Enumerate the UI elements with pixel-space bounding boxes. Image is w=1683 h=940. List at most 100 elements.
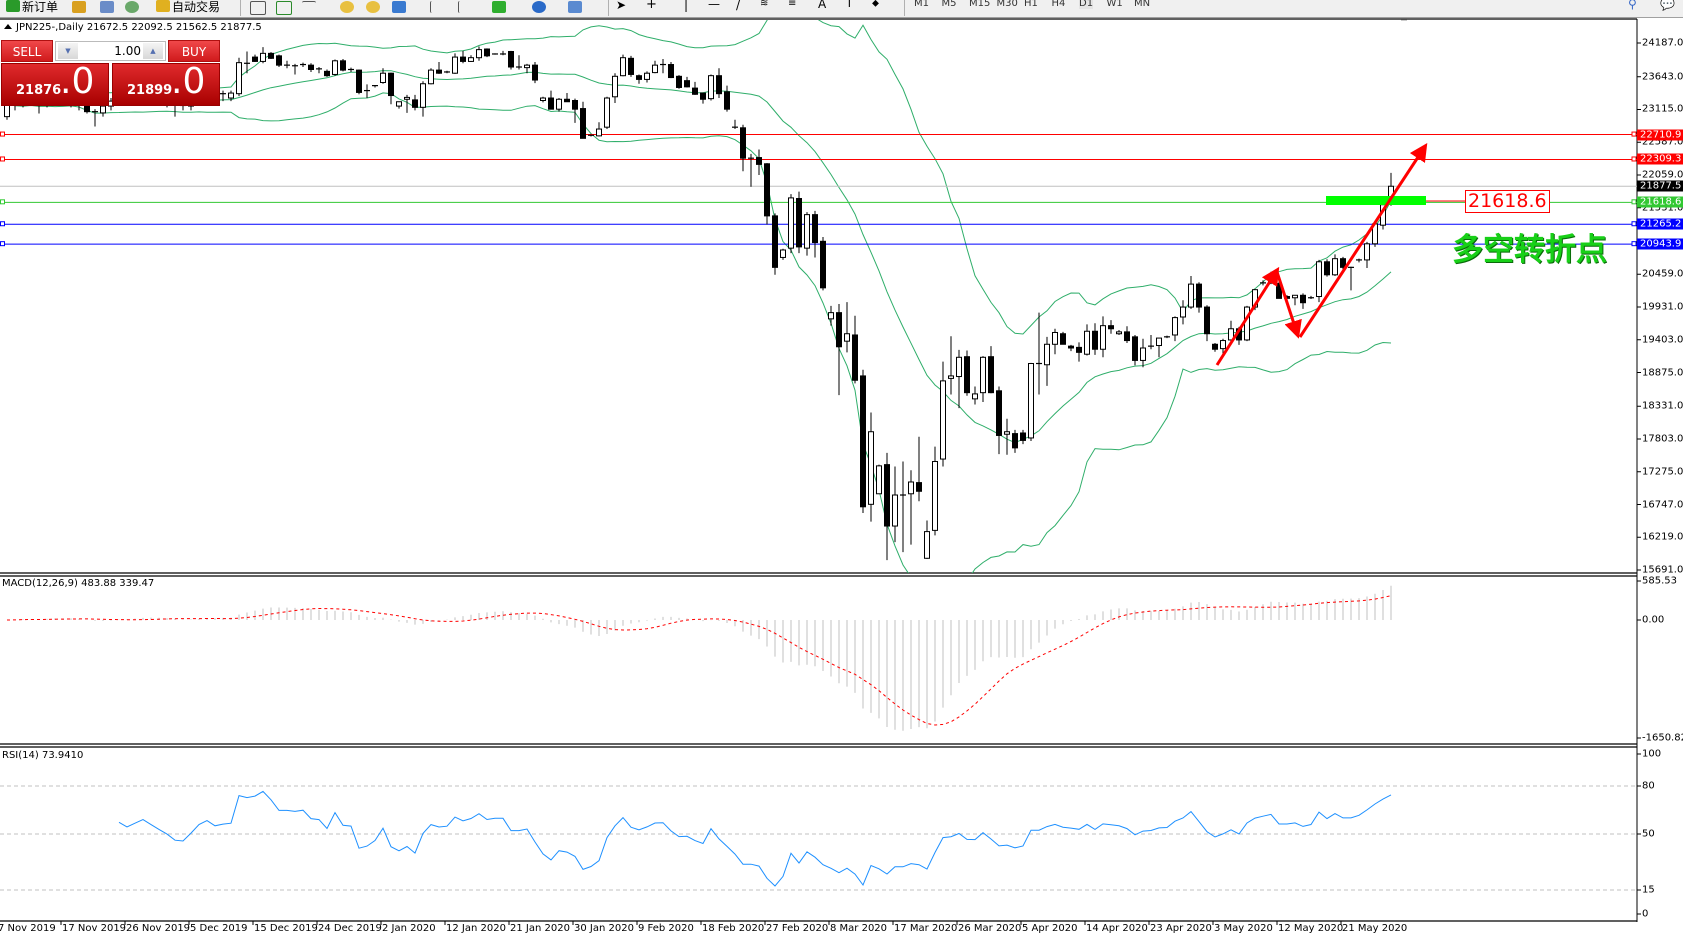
candle bbox=[844, 302, 850, 353]
text-label-icon[interactable]: T bbox=[846, 0, 853, 10]
trend-arrow[interactable] bbox=[1298, 142, 1428, 338]
timeframe-d1[interactable]: D1 bbox=[1079, 0, 1094, 9]
text-icon[interactable]: A bbox=[818, 0, 827, 11]
candle bbox=[412, 94, 418, 111]
candle bbox=[380, 68, 386, 84]
candle bbox=[972, 386, 978, 405]
rsi-axis-label: 50 bbox=[1642, 828, 1655, 840]
auto-trading-button[interactable]: 自动交易 bbox=[156, 0, 220, 15]
candle bbox=[1212, 343, 1218, 352]
bar-chart-icon[interactable] bbox=[250, 1, 266, 15]
candle bbox=[980, 356, 986, 402]
price-axis-label: 22587.0 bbox=[1642, 136, 1683, 148]
sell-button[interactable]: SELL bbox=[1, 40, 53, 62]
level-handle[interactable] bbox=[1631, 131, 1637, 137]
candle bbox=[460, 50, 466, 64]
trend-arrow[interactable] bbox=[1215, 266, 1280, 366]
price-axis-label: 22059.0 bbox=[1642, 169, 1683, 181]
candle bbox=[1292, 294, 1298, 306]
lot-increase-button[interactable]: ▲ bbox=[143, 43, 163, 59]
level-handle[interactable] bbox=[0, 199, 5, 205]
trend-arrow[interactable] bbox=[1275, 271, 1302, 339]
date-axis-label: 18 Feb 2020 bbox=[702, 923, 765, 934]
equidistant-channel-icon[interactable]: ≋ bbox=[760, 0, 769, 9]
zoom-in-icon[interactable] bbox=[340, 1, 354, 13]
auto-trading-icon bbox=[156, 0, 170, 12]
candle bbox=[556, 98, 562, 112]
lot-size-value[interactable]: 1.00 bbox=[114, 44, 141, 58]
candle bbox=[1172, 316, 1178, 342]
candle bbox=[692, 81, 698, 95]
timeframe-m5[interactable]: M5 bbox=[941, 0, 957, 9]
periods-icon[interactable] bbox=[532, 1, 546, 13]
candle bbox=[1348, 266, 1354, 291]
candle bbox=[620, 54, 626, 77]
zoom-out-icon[interactable] bbox=[366, 1, 380, 13]
candle bbox=[364, 84, 370, 99]
collapse-icon[interactable] bbox=[4, 24, 12, 29]
level-handle[interactable] bbox=[1631, 199, 1637, 205]
level-handle[interactable] bbox=[0, 221, 5, 227]
macd-signal-line bbox=[6, 595, 1392, 726]
arrows-icon[interactable]: ⬥ bbox=[872, 0, 879, 9]
level-handle[interactable] bbox=[0, 156, 5, 162]
level-handle[interactable] bbox=[1631, 221, 1637, 227]
candle bbox=[708, 74, 714, 101]
signal-icon[interactable] bbox=[125, 1, 139, 13]
cursor-icon[interactable]: ➤ bbox=[616, 0, 627, 12]
timeframe-h4[interactable]: H4 bbox=[1051, 0, 1066, 9]
chart-shift-icon[interactable] bbox=[458, 1, 473, 13]
timeframe-m30[interactable]: M30 bbox=[996, 0, 1018, 9]
timeframe-w1[interactable]: W1 bbox=[1106, 0, 1123, 9]
candle bbox=[276, 54, 282, 68]
candle bbox=[1300, 293, 1306, 309]
candle bbox=[436, 62, 442, 74]
chart-title: JPN225-,Daily 21672.5 22092.5 21562.5 21… bbox=[4, 22, 262, 33]
templates-icon[interactable] bbox=[568, 1, 582, 13]
date-axis-label: 27 Feb 2020 bbox=[766, 923, 829, 934]
level-handle[interactable] bbox=[0, 241, 5, 247]
crosshair-icon[interactable]: + bbox=[646, 0, 657, 12]
level-handle[interactable] bbox=[0, 131, 5, 137]
new-order-button[interactable]: 新订单 bbox=[6, 0, 58, 15]
buy-price-button[interactable]: 21899 .0 bbox=[112, 61, 220, 106]
auto-scroll-icon[interactable] bbox=[430, 1, 445, 13]
candle bbox=[588, 134, 594, 137]
candle bbox=[1052, 328, 1058, 355]
indicators-icon[interactable] bbox=[492, 1, 506, 13]
timeframe-h1[interactable]: H1 bbox=[1024, 0, 1038, 9]
lot-size-field[interactable]: ▼ 1.00 ▲ bbox=[55, 41, 166, 61]
candlestick-icon[interactable] bbox=[276, 1, 292, 15]
buy-button[interactable]: BUY bbox=[168, 40, 220, 62]
chat-icon[interactable]: 💬 bbox=[1660, 0, 1675, 11]
history-icon[interactable] bbox=[72, 1, 86, 13]
date-axis-label: 8 Mar 2020 bbox=[830, 923, 888, 934]
tile-windows-icon[interactable] bbox=[392, 1, 406, 13]
line-chart-icon[interactable] bbox=[302, 1, 316, 14]
timeframe-m1[interactable]: M1 bbox=[914, 0, 929, 9]
trendline-icon[interactable]: / bbox=[736, 0, 741, 12]
search-icon[interactable]: ⚲ bbox=[1628, 0, 1637, 11]
chart-background bbox=[0, 19, 1683, 940]
candle bbox=[828, 305, 834, 326]
bollinger-middle-band bbox=[6, 70, 1392, 444]
timeframe-m15[interactable]: M15 bbox=[969, 0, 991, 9]
candle bbox=[316, 67, 322, 74]
level-handle[interactable] bbox=[1631, 241, 1637, 247]
candle bbox=[1132, 334, 1138, 366]
candle bbox=[572, 98, 578, 123]
price-axis-label: 23115.0 bbox=[1642, 103, 1683, 115]
vertical-line-icon[interactable]: | bbox=[684, 0, 689, 12]
timeframe-mn[interactable]: MN bbox=[1134, 0, 1151, 9]
level-handle[interactable] bbox=[1631, 156, 1637, 162]
price-axis-label: 19931.0 bbox=[1642, 301, 1683, 313]
price-axis-label: 20459.0 bbox=[1642, 268, 1683, 280]
horizontal-line-icon[interactable]: — bbox=[708, 0, 720, 11]
candle bbox=[1100, 316, 1106, 358]
lot-decrease-button[interactable]: ▼ bbox=[58, 43, 78, 59]
fibonacci-icon[interactable]: ≡ bbox=[788, 0, 797, 9]
date-axis-label: 24 Dec 2019 bbox=[318, 923, 382, 934]
sell-price-button[interactable]: 21876 .0 bbox=[1, 61, 109, 106]
market-watch-icon[interactable] bbox=[100, 1, 114, 13]
